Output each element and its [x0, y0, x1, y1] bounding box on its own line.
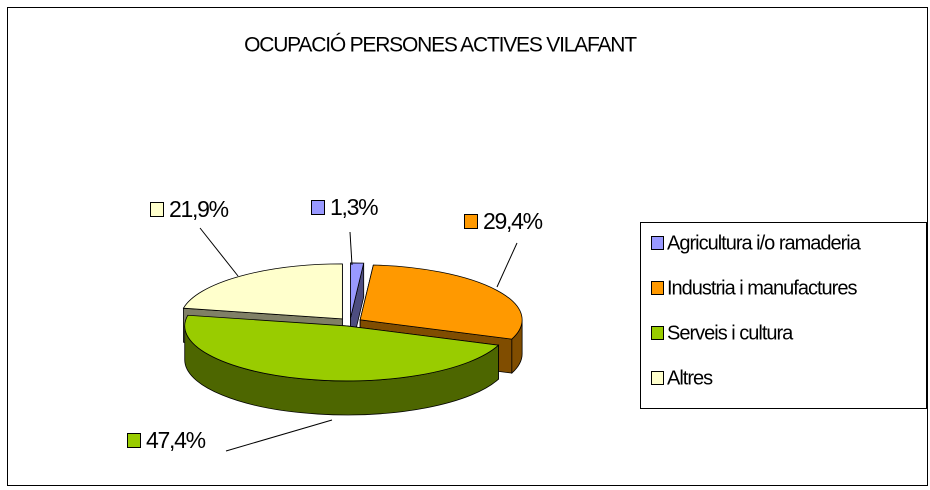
data-label: 29,4%: [483, 208, 543, 234]
label-key: [311, 200, 325, 215]
label-key: [150, 202, 164, 217]
slice: [350, 262, 365, 319]
slice: [359, 264, 523, 340]
chart-title: OCUPACIÓ PERSONES ACTIVES VILAFANT: [244, 34, 637, 57]
legend-key: [651, 326, 664, 340]
legend-key: [651, 281, 664, 295]
data-label: 21,9%: [169, 196, 229, 222]
label-key: [127, 433, 141, 448]
legend-label: Industria i manufactures: [667, 277, 857, 299]
slice: [184, 314, 500, 382]
label-key: [464, 214, 478, 229]
leader-line: [225, 419, 333, 452]
legend-label: Agricultura i/o ramaderia: [667, 232, 862, 254]
data-label: 47,4%: [146, 427, 206, 453]
legend-label: Altres: [667, 367, 713, 389]
leader-line: [349, 231, 353, 266]
slice: [182, 263, 343, 320]
data-label: 1,3%: [330, 194, 378, 220]
leader-line: [496, 242, 518, 288]
legend-key: [651, 371, 664, 385]
leader-line: [199, 227, 239, 277]
legend-label: Serveis i cultura: [667, 322, 794, 344]
legend-box: [640, 222, 927, 409]
legend-key: [651, 236, 664, 250]
